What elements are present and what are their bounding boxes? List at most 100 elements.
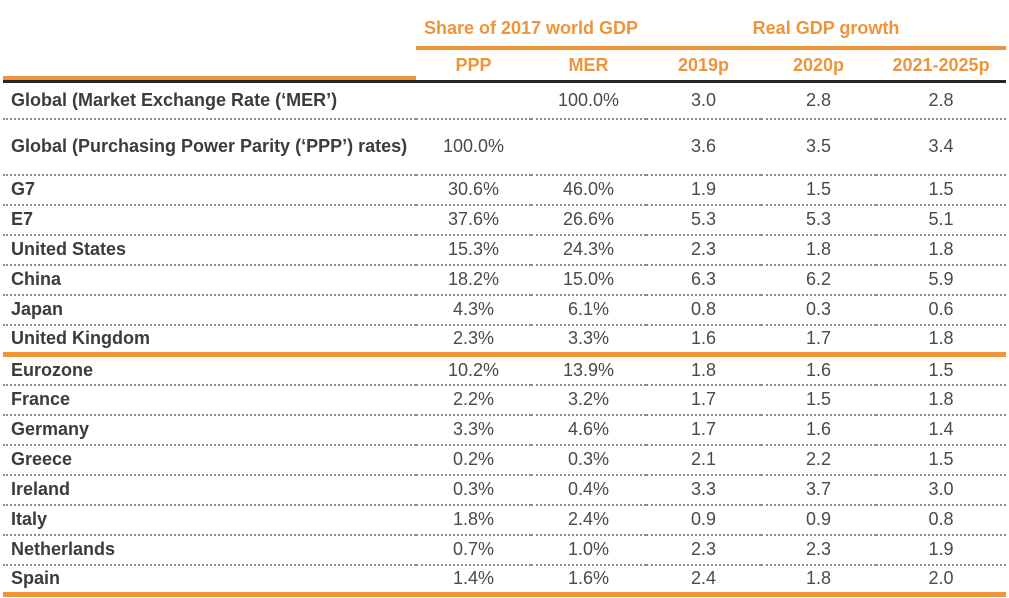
ppp-cell: 10.2% <box>416 354 531 386</box>
growth-2019-cell: 2.3 <box>646 534 762 566</box>
mer-cell: 3.3% <box>531 324 647 357</box>
table-row: E7 37.6% 26.6% 5.3 5.3 5.1 <box>3 204 1007 236</box>
growth-2020-cell: 2.2 <box>761 444 877 476</box>
growth-2019-cell: 3.6 <box>646 118 762 176</box>
row-label: Germany <box>3 414 416 446</box>
growth-2020-cell: 0.3 <box>761 294 877 326</box>
row-label: E7 <box>3 204 416 236</box>
growth-2019-cell: 1.7 <box>646 384 762 416</box>
ppp-cell: 30.6% <box>416 174 531 206</box>
growth-2020-cell: 1.7 <box>761 324 877 357</box>
growth-2020-cell: 1.6 <box>761 354 877 386</box>
table-row: Netherlands 0.7% 1.0% 2.3 2.3 1.9 <box>3 534 1007 566</box>
growth-2020-cell: 3.7 <box>761 474 877 506</box>
column-header-spacer <box>3 48 416 83</box>
table-row: United Kingdom 2.3% 3.3% 1.6 1.7 1.8 <box>3 324 1007 357</box>
growth-2021-2025-cell: 1.8 <box>876 324 1007 357</box>
growth-2021-2025-cell: 2.8 <box>876 81 1007 120</box>
row-label: G7 <box>3 174 416 206</box>
growth-2020-cell: 3.5 <box>761 118 877 176</box>
growth-2021-2025-cell: 1.8 <box>876 234 1007 266</box>
column-header-2021-2025p: 2021-2025p <box>876 48 1007 83</box>
ppp-cell: 0.2% <box>416 444 531 476</box>
column-header-row: PPP MER 2019p 2020p 2021-2025p <box>3 48 1007 83</box>
group-header-share-of-gdp: Share of 2017 world GDP <box>416 10 647 50</box>
ppp-cell: 37.6% <box>416 204 531 236</box>
growth-2020-cell: 5.3 <box>761 204 877 236</box>
gdp-projections-table: Share of 2017 world GDP Real GDP growth … <box>3 10 1007 597</box>
group-header-spacer <box>3 10 416 48</box>
table-row: China 18.2% 15.0% 6.3 6.2 5.9 <box>3 264 1007 296</box>
growth-2020-cell: 1.8 <box>761 234 877 266</box>
ppp-cell: 2.2% <box>416 384 531 416</box>
growth-2020-cell: 1.5 <box>761 384 877 416</box>
row-label: Japan <box>3 294 416 326</box>
row-label: Greece <box>3 444 416 476</box>
ppp-cell: 0.7% <box>416 534 531 566</box>
growth-2019-cell: 5.3 <box>646 204 762 236</box>
ppp-cell: 4.3% <box>416 294 531 326</box>
growth-2019-cell: 1.7 <box>646 414 762 446</box>
growth-2021-2025-cell: 1.8 <box>876 384 1007 416</box>
row-label: China <box>3 264 416 296</box>
row-label: Italy <box>3 504 416 536</box>
mer-cell: 100.0% <box>531 81 647 120</box>
growth-2021-2025-cell: 0.6 <box>876 294 1007 326</box>
growth-2021-2025-cell: 5.1 <box>876 204 1007 236</box>
table-row: Global (Purchasing Power Parity (‘PPP’) … <box>3 118 1007 176</box>
ppp-cell: 1.8% <box>416 504 531 536</box>
row-label: United States <box>3 234 416 266</box>
row-label: United Kingdom <box>3 324 416 357</box>
row-label: France <box>3 384 416 416</box>
row-label: Ireland <box>3 474 416 506</box>
table-row: G7 30.6% 46.0% 1.9 1.5 1.5 <box>3 174 1007 206</box>
column-header-mer: MER <box>531 48 647 83</box>
growth-2020-cell: 1.8 <box>761 564 877 597</box>
mer-cell: 24.3% <box>531 234 647 266</box>
table-row: Japan 4.3% 6.1% 0.8 0.3 0.6 <box>3 294 1007 326</box>
growth-2021-2025-cell: 3.0 <box>876 474 1007 506</box>
growth-2019-cell: 2.4 <box>646 564 762 597</box>
growth-2021-2025-cell: 5.9 <box>876 264 1007 296</box>
growth-2019-cell: 1.9 <box>646 174 762 206</box>
table-row: France 2.2% 3.2% 1.7 1.5 1.8 <box>3 384 1007 416</box>
ppp-cell: 3.3% <box>416 414 531 446</box>
growth-2020-cell: 2.8 <box>761 81 877 120</box>
row-label: Eurozone <box>3 354 416 386</box>
growth-2020-cell: 0.9 <box>761 504 877 536</box>
growth-2019-cell: 0.9 <box>646 504 762 536</box>
growth-2021-2025-cell: 3.4 <box>876 118 1007 176</box>
growth-2019-cell: 3.3 <box>646 474 762 506</box>
growth-2020-cell: 1.5 <box>761 174 877 206</box>
mer-cell: 6.1% <box>531 294 647 326</box>
growth-2021-2025-cell: 0.8 <box>876 504 1007 536</box>
mer-cell: 26.6% <box>531 204 647 236</box>
mer-cell: 46.0% <box>531 174 647 206</box>
table-row: Germany 3.3% 4.6% 1.7 1.6 1.4 <box>3 414 1007 446</box>
mer-cell: 4.6% <box>531 414 647 446</box>
growth-2019-cell: 2.3 <box>646 234 762 266</box>
growth-2019-cell: 0.8 <box>646 294 762 326</box>
column-header-2020p: 2020p <box>761 48 877 83</box>
row-label: Spain <box>3 564 416 597</box>
growth-2020-cell: 2.3 <box>761 534 877 566</box>
growth-2019-cell: 3.0 <box>646 81 762 120</box>
growth-2021-2025-cell: 1.5 <box>876 174 1007 206</box>
ppp-cell: 1.4% <box>416 564 531 597</box>
mer-cell: 1.6% <box>531 564 647 597</box>
column-header-2019p: 2019p <box>646 48 762 83</box>
table-row: Eurozone 10.2% 13.9% 1.8 1.6 1.5 <box>3 354 1007 386</box>
table-row: Italy 1.8% 2.4% 0.9 0.9 0.8 <box>3 504 1007 536</box>
ppp-cell <box>416 81 531 120</box>
mer-cell: 15.0% <box>531 264 647 296</box>
group-header-real-gdp-growth: Real GDP growth <box>646 10 1007 50</box>
ppp-cell: 18.2% <box>416 264 531 296</box>
growth-2019-cell: 1.6 <box>646 324 762 357</box>
row-label: Global (Purchasing Power Parity (‘PPP’) … <box>3 118 416 176</box>
ppp-cell: 15.3% <box>416 234 531 266</box>
ppp-cell: 0.3% <box>416 474 531 506</box>
mer-cell: 0.3% <box>531 444 647 476</box>
growth-2020-cell: 1.6 <box>761 414 877 446</box>
table-row: Ireland 0.3% 0.4% 3.3 3.7 3.0 <box>3 474 1007 506</box>
